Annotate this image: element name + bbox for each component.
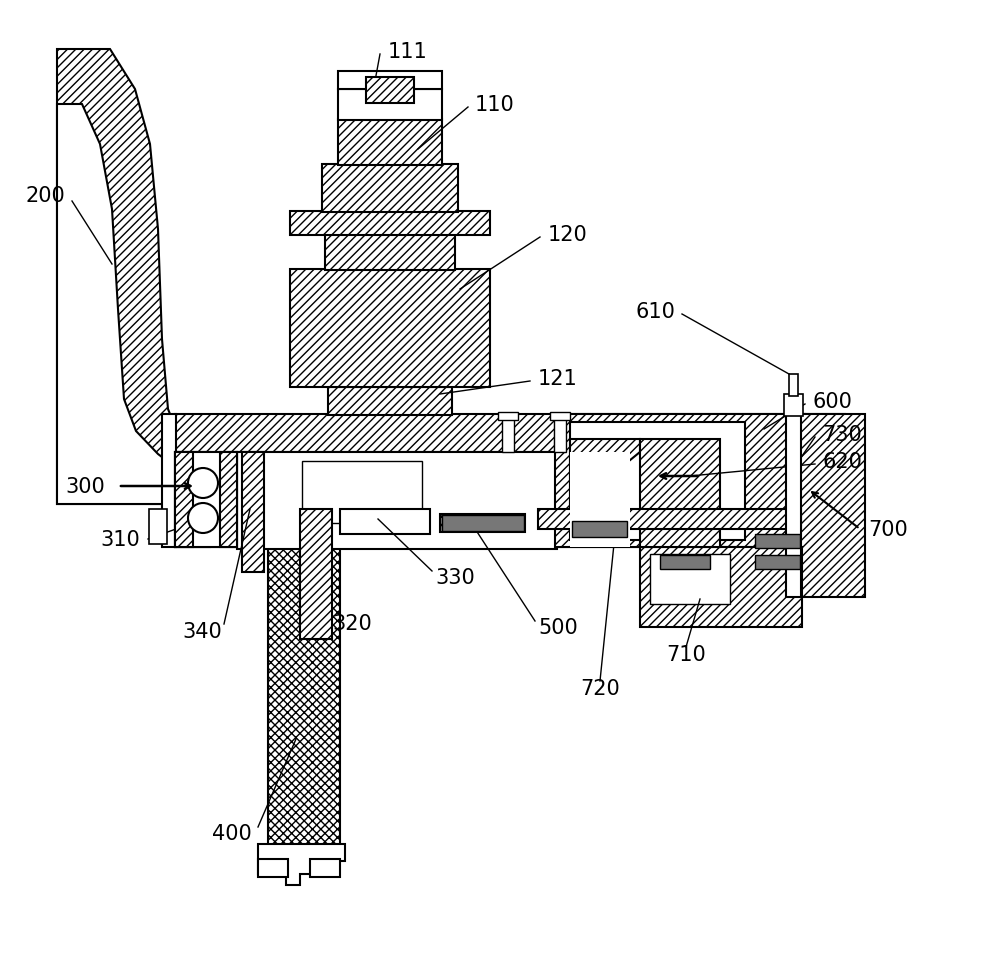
Bar bbox=[220, 453, 237, 547]
Bar bbox=[550, 413, 570, 420]
Text: 310: 310 bbox=[100, 530, 140, 550]
Bar bbox=[755, 556, 800, 569]
Bar bbox=[268, 510, 340, 849]
Bar bbox=[338, 120, 442, 166]
Bar bbox=[789, 375, 798, 396]
Text: 620: 620 bbox=[822, 452, 862, 472]
Text: 120: 120 bbox=[548, 225, 588, 245]
Bar bbox=[502, 417, 514, 453]
Bar bbox=[498, 413, 518, 420]
Text: 200: 200 bbox=[25, 186, 65, 206]
Bar bbox=[242, 453, 264, 573]
Circle shape bbox=[188, 469, 218, 498]
Bar bbox=[755, 535, 800, 548]
Bar bbox=[162, 415, 176, 547]
Text: 700: 700 bbox=[868, 519, 908, 539]
Bar bbox=[328, 388, 452, 416]
Bar bbox=[149, 510, 167, 544]
Bar bbox=[237, 453, 557, 550]
Bar bbox=[175, 453, 193, 547]
Bar bbox=[300, 510, 332, 639]
Circle shape bbox=[188, 503, 218, 534]
Bar bbox=[366, 78, 414, 104]
Text: 730: 730 bbox=[822, 424, 862, 444]
Bar bbox=[440, 515, 525, 533]
Bar bbox=[555, 415, 805, 547]
Bar bbox=[572, 521, 627, 537]
Bar bbox=[322, 165, 458, 213]
Text: 121: 121 bbox=[538, 369, 578, 389]
Bar bbox=[570, 453, 630, 547]
Bar bbox=[175, 415, 845, 453]
Text: 400: 400 bbox=[212, 823, 252, 843]
Text: 600: 600 bbox=[812, 392, 852, 412]
Polygon shape bbox=[57, 50, 210, 504]
Text: 710: 710 bbox=[666, 644, 706, 664]
Bar bbox=[538, 510, 801, 530]
Bar bbox=[340, 510, 430, 535]
Bar bbox=[800, 415, 865, 598]
Bar bbox=[175, 510, 845, 547]
Bar bbox=[338, 71, 442, 90]
Text: 300: 300 bbox=[65, 476, 105, 497]
Bar bbox=[290, 212, 490, 235]
Bar bbox=[660, 556, 710, 569]
Text: 320: 320 bbox=[332, 614, 372, 634]
Bar bbox=[640, 547, 802, 627]
Text: 340: 340 bbox=[182, 621, 222, 641]
Bar bbox=[258, 859, 288, 877]
Text: 610: 610 bbox=[635, 302, 675, 322]
Bar bbox=[640, 439, 720, 547]
Bar bbox=[310, 859, 340, 877]
Polygon shape bbox=[570, 439, 640, 510]
Bar bbox=[325, 234, 455, 271]
Bar bbox=[290, 270, 490, 388]
Bar bbox=[786, 415, 801, 598]
Bar bbox=[250, 457, 490, 533]
Polygon shape bbox=[258, 844, 345, 885]
Bar bbox=[570, 422, 745, 540]
Bar bbox=[175, 453, 210, 547]
Bar bbox=[338, 90, 442, 121]
Bar bbox=[554, 417, 566, 453]
Text: 500: 500 bbox=[538, 618, 578, 638]
Text: 110: 110 bbox=[475, 95, 515, 115]
Text: 111: 111 bbox=[388, 42, 428, 62]
Text: 720: 720 bbox=[580, 679, 620, 699]
Bar bbox=[650, 555, 730, 604]
Text: 330: 330 bbox=[435, 567, 475, 587]
Polygon shape bbox=[57, 105, 175, 504]
Bar bbox=[175, 453, 845, 510]
Bar bbox=[175, 453, 237, 547]
Bar bbox=[784, 395, 803, 416]
Bar bbox=[442, 516, 524, 532]
Bar bbox=[302, 461, 422, 523]
